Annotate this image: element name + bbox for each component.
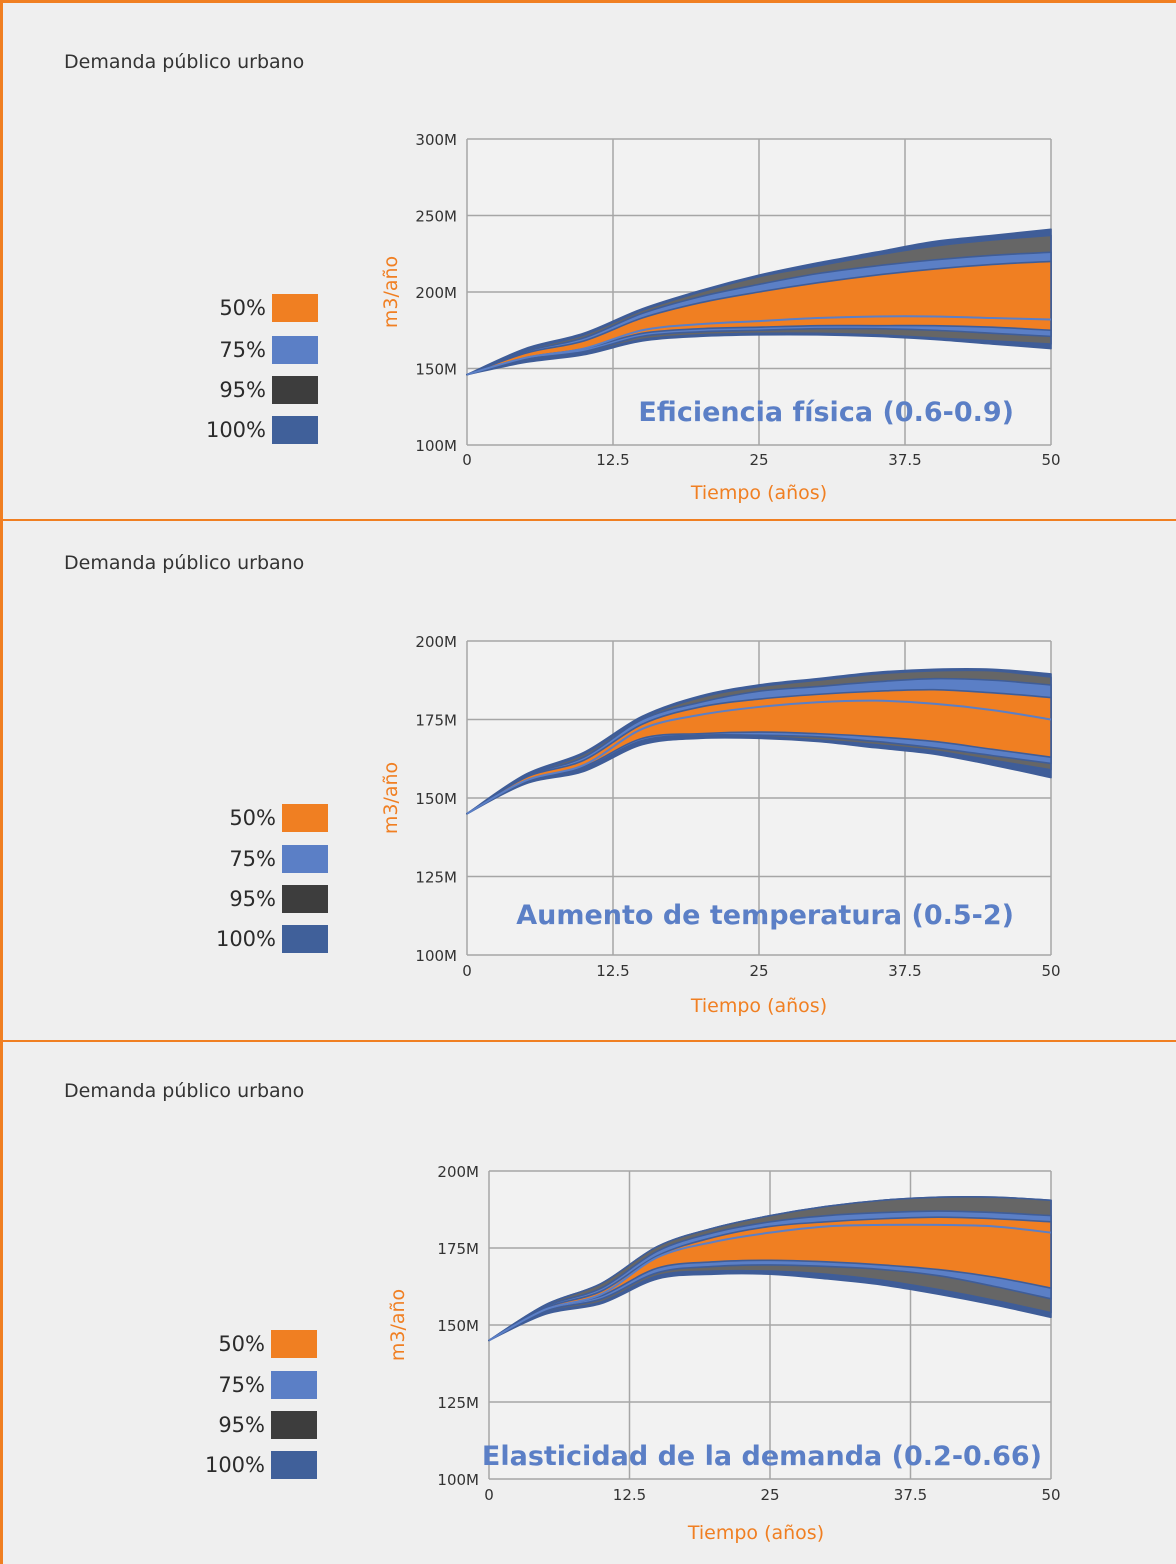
legend-label: 75% (219, 338, 266, 362)
x-tick-label: 25 (749, 451, 768, 469)
legend-swatch-50 (272, 294, 318, 322)
y-tick-label: 200M (415, 633, 457, 651)
legend-label: 100% (205, 418, 266, 442)
legend-label: 75% (229, 847, 276, 871)
frame-top-border (0, 0, 1176, 3)
chart-eficiencia-fisica: 100M 150M 200M 250M 300M 0 12.5 25 37.5 50 m3/año T… (380, 131, 1061, 504)
x-tick-label: 12.5 (596, 451, 629, 469)
y-tick-label: 250M (415, 208, 457, 226)
y-axis-title: m3/año (387, 1289, 409, 1361)
y-tick-label: 300M (415, 131, 457, 149)
y-tick-label: 100M (415, 437, 457, 455)
band-50 (466, 260, 1052, 376)
chart-aumento-temperatura: 100M 125M 150M 175M 200M 0 12.5 25 37.5 50 m3/año T… (380, 633, 1061, 1017)
x-tick-label: 50 (1041, 1486, 1060, 1504)
legend-label: 50% (229, 806, 276, 830)
x-tick-label: 12.5 (613, 1486, 646, 1504)
panel-temperatura: Demanda público urbano 50% 75% 95% 100% … (0, 521, 1176, 1041)
confidence-bands (488, 1195, 1052, 1342)
y-axis-title: m3/año (380, 762, 402, 834)
x-tick-label: 50 (1041, 962, 1060, 980)
y-tick-label: 200M (415, 284, 457, 302)
legend-swatch-75 (271, 1371, 317, 1399)
y-tick-label: 150M (437, 1317, 479, 1335)
band-50 (466, 688, 1052, 815)
panel-eficiencia: Demanda público urbano 50% 75% 95% 100% … (0, 0, 1176, 520)
y-tick-label: 175M (415, 712, 457, 730)
x-tick-label: 0 (462, 962, 472, 980)
x-tick-label: 37.5 (888, 962, 921, 980)
x-tick-label: 0 (484, 1486, 494, 1504)
legend-label: 50% (219, 296, 266, 320)
x-tick-label: 25 (760, 1486, 779, 1504)
legend-item-75: 75% (164, 336, 318, 364)
legend-label: 100% (204, 1453, 265, 1477)
legend-label: 95% (219, 378, 266, 402)
median-line (466, 315, 1052, 376)
x-tick-label: 0 (462, 451, 472, 469)
legend-swatch-75 (282, 845, 328, 873)
x-axis-title: Tiempo (años) (690, 482, 827, 504)
y-tick-label: 125M (437, 1394, 479, 1412)
legend-item-100: 100% (174, 925, 328, 953)
legend-swatch-95 (282, 885, 328, 913)
legend-item-95: 95% (164, 376, 318, 404)
panel-elasticidad: Demanda público urbano 50% 75% 95% 100% … (0, 1042, 1176, 1564)
y-tick-label: 200M (437, 1163, 479, 1181)
legend-item-75: 75% (163, 1371, 317, 1399)
legend-label: 95% (229, 887, 276, 911)
panel-title: Demanda público urbano (64, 1080, 305, 1102)
panel-title: Demanda público urbano (64, 51, 305, 73)
legend-swatch-95 (271, 1411, 317, 1439)
legend-item-95: 95% (174, 885, 328, 913)
legend-swatch-100 (272, 416, 318, 444)
legend-swatch-75 (272, 336, 318, 364)
legend-swatch-100 (271, 1451, 317, 1479)
legend-label: 50% (218, 1332, 265, 1356)
x-axis-title: Tiempo (años) (690, 995, 827, 1017)
y-tick-label: 150M (415, 790, 457, 808)
y-tick-label: 100M (437, 1471, 479, 1489)
legend-swatch-100 (282, 925, 328, 953)
legend-swatch-50 (271, 1330, 317, 1358)
legend-swatch-95 (272, 376, 318, 404)
x-tick-label: 50 (1041, 451, 1060, 469)
legend-item-50: 50% (164, 294, 318, 322)
y-tick-label: 150M (415, 361, 457, 379)
x-axis-title: Tiempo (años) (687, 1522, 824, 1544)
band-50 (488, 1216, 1052, 1342)
confidence-bands (466, 667, 1052, 815)
scenario-annotation: Aumento de temperatura (0.5-2) (516, 900, 1014, 931)
legend-label: 95% (218, 1413, 265, 1437)
scenario-annotation: Elasticidad de la demanda (0.2-0.66) (482, 1441, 1042, 1472)
legend-item-100: 100% (163, 1451, 317, 1479)
legend-label: 100% (215, 927, 276, 951)
median-line (466, 699, 1052, 815)
frame-left-border (0, 0, 3, 1564)
panel-title: Demanda público urbano (64, 552, 305, 574)
panel-divider (0, 519, 1176, 521)
x-tick-label: 25 (749, 962, 768, 980)
legend-swatch-50 (282, 804, 328, 832)
panel-divider (0, 1040, 1176, 1042)
legend-item-100: 100% (164, 416, 318, 444)
x-tick-label: 37.5 (888, 451, 921, 469)
legend-item-50: 50% (163, 1330, 317, 1358)
y-tick-label: 175M (437, 1240, 479, 1258)
legend-item-75: 75% (174, 845, 328, 873)
legend-label: 75% (218, 1373, 265, 1397)
x-tick-label: 12.5 (596, 962, 629, 980)
y-tick-label: 100M (415, 947, 457, 965)
scenario-annotation: Eficiencia física (0.6-0.9) (638, 397, 1014, 428)
x-tick-label: 37.5 (894, 1486, 927, 1504)
median-line (488, 1223, 1052, 1342)
y-tick-label: 125M (415, 869, 457, 887)
y-axis-title: m3/año (380, 256, 402, 328)
legend-item-50: 50% (174, 804, 328, 832)
legend-item-95: 95% (163, 1411, 317, 1439)
chart-elasticidad-demanda: 100M 125M 150M 175M 200M 0 12.5 25 37.5 50 m3/año T… (387, 1163, 1061, 1544)
